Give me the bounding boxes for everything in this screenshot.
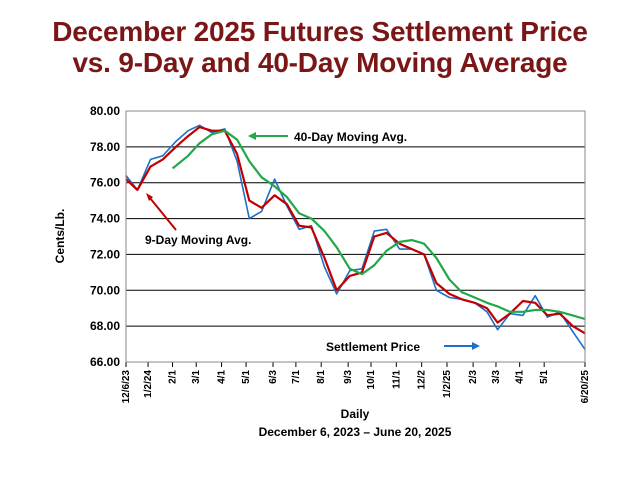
x-axis-date-range: December 6, 2023 – June 20, 2025 (259, 425, 452, 439)
x-tick-label: 10/1 (366, 370, 377, 390)
x-tick-label: 12/6/23 (121, 370, 132, 404)
x-tick-label: 1/2/25 (442, 370, 453, 398)
annotation-40-day-arrowhead (248, 132, 256, 140)
x-tick-label: 4/1 (515, 370, 526, 384)
x-tick-label: 4/1 (217, 370, 228, 384)
y-tick-label: 80.00 (90, 104, 120, 118)
x-tick-label: 1/2/24 (143, 370, 154, 398)
x-tick-label: 2/1 (168, 370, 179, 384)
y-tick-label: 72.00 (90, 247, 120, 261)
annotation-9-day: 9-Day Moving Avg. (145, 233, 251, 247)
plot-border (125, 110, 586, 363)
y-axis-ticks: 66.00 68.00 70.00 72.00 74.00 76.00 78.00 80.00 (90, 104, 120, 369)
chart-title-line-2: vs. 9-Day and 40-Day Moving Average (72, 47, 568, 78)
annotation-settlement: Settlement Price (326, 340, 420, 354)
annotation-40-day: 40-Day Moving Avg. (294, 130, 407, 144)
y-tick-label: 76.00 (90, 176, 120, 190)
x-tick-label: 12/2 (417, 370, 428, 390)
x-tick-label: 8/1 (316, 370, 327, 384)
annotation-settlement-arrowhead (472, 342, 480, 350)
x-tick-label: 5/1 (539, 370, 550, 384)
y-tick-label: 78.00 (90, 140, 120, 154)
x-tick-label: 3/3 (491, 370, 502, 384)
y-tick-label: 68.00 (90, 319, 120, 333)
x-tick-label: 11/1 (391, 370, 402, 389)
x-tick-label: 3/1 (191, 370, 202, 384)
x-tick-label: 9/3 (343, 370, 354, 384)
y-tick-label: 70.00 (90, 283, 120, 297)
x-tick-label: 2/3 (468, 370, 479, 384)
x-tick-label: 5/1 (241, 370, 252, 384)
y-tick-label: 66.00 (90, 355, 120, 369)
x-tick-label: 6/3 (268, 370, 279, 384)
x-tick-label: 6/20/25 (580, 370, 591, 404)
annotation-9-day-arrowhead (146, 193, 153, 201)
y-tick-label: 74.00 (90, 212, 120, 226)
y-axis-label: Cents/Lb. (53, 209, 67, 264)
annotation-9-day-arrow (149, 197, 177, 231)
x-axis-label: Daily (341, 407, 370, 421)
series-layer (125, 124, 586, 350)
x-axis-ticks: 12/6/23 1/2/24 2/1 3/1 4/1 5/1 6/3 7/1 8/1 9/3 10/… (121, 362, 591, 403)
x-tick-label: 7/1 (291, 370, 302, 384)
chart-title-line-1: December 2025 Futures Settlement Price (52, 16, 588, 47)
nine-day-avg-line (125, 125, 586, 335)
forty-day-avg-line (171, 129, 586, 321)
